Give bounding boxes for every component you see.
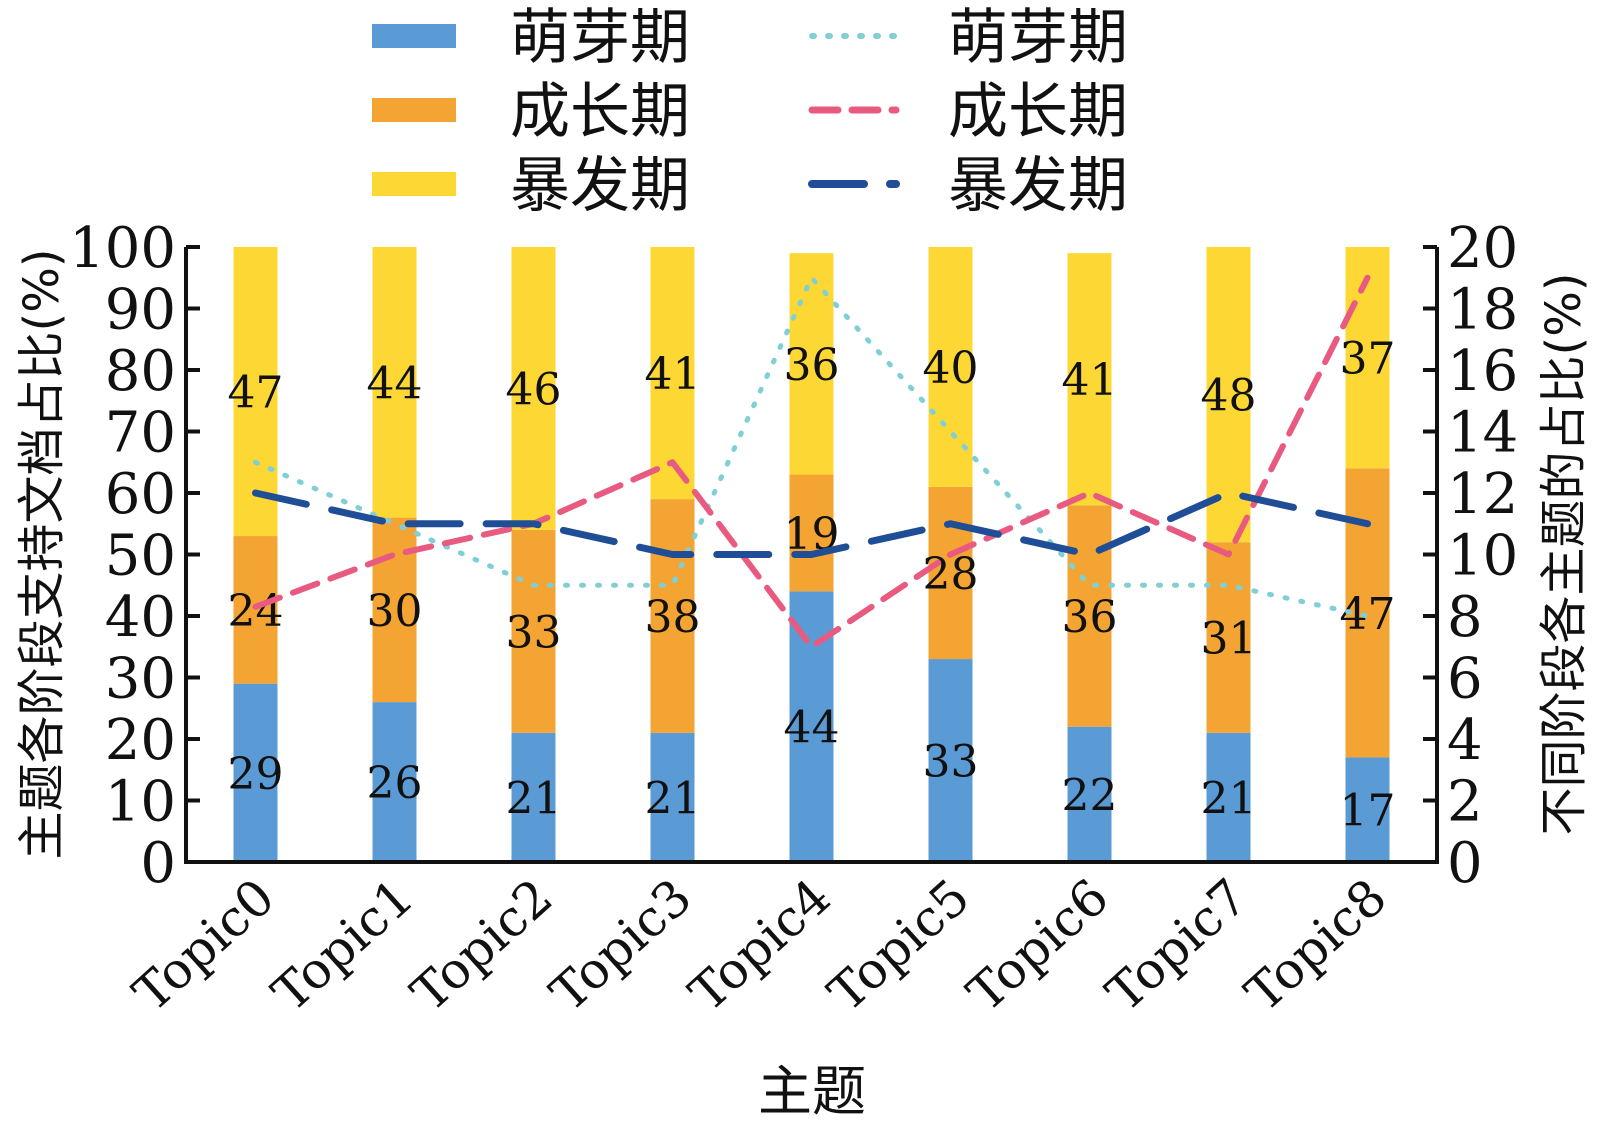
right-axis-title: 不同阶段各主题的占比(%) [1536,272,1592,835]
legend-swatch-bar-0 [372,24,456,48]
bar-label-Topic2-series-0: 21 [506,773,562,824]
bar-Topic0-series-1 [233,536,278,684]
left-tick-label-60: 60 [105,462,176,527]
right-tick-label-6: 6 [1447,647,1483,712]
bar-Topic1-series-2 [372,247,417,518]
bar-label-Topic0-series-2: 47 [228,368,284,419]
bar-Topic7-series-1 [1206,542,1251,733]
bar-Topic1-series-0 [372,702,417,862]
left-tick-label-80: 80 [105,339,176,404]
bar-label-Topic6-series-2: 41 [1062,355,1118,406]
bar-Topic5-series-0 [928,659,973,862]
bar-label-Topic2-series-1: 33 [506,607,562,658]
bar-label-Topic0-series-1: 24 [228,586,284,637]
bar-label-Topic0-series-0: 29 [228,749,284,800]
x-tick-label-Topic5: Topic5 [817,868,980,1023]
bar-label-Topic1-series-1: 30 [367,586,423,637]
left-tick-label-50: 50 [105,524,176,589]
right-tick-label-12: 12 [1447,462,1518,527]
line-series-2 [252,489,1371,558]
bar-label-Topic1-series-0: 26 [367,758,423,809]
bar-Topic4-series-1 [789,474,834,592]
left-tick-label-30: 30 [105,647,176,712]
x-tick-label-Topic6: Topic6 [956,868,1119,1023]
bar-label-Topic1-series-2: 44 [367,358,423,409]
bar-Topic6-series-1 [1067,505,1112,727]
legend-label-line-2: 暴发期 [948,151,1128,221]
bar-label-Topic2-series-2: 46 [506,364,562,415]
legend-swatch-bar-2 [372,172,456,196]
legend-swatch-bar-1 [372,98,456,122]
x-tick-label-Topic4: Topic4 [678,868,841,1023]
bar-Topic8-series-1 [1345,468,1390,758]
legend-label-bar-0: 萌芽期 [510,3,690,73]
bar-label-Topic8-series-2: 37 [1340,334,1396,385]
bar-label-Topic5-series-2: 40 [923,343,979,394]
bar-Topic4-series-2 [789,253,834,475]
bar-label-Topic4-series-0: 44 [784,703,840,754]
bar-Topic8-series-0 [1345,757,1390,862]
legend-label-line-0: 萌芽期 [948,3,1128,73]
x-axis-ticks: Topic0Topic1Topic2Topic3Topic4Topic5Topi… [122,868,1397,1023]
line-series-1 [252,274,1371,650]
bar-label-Topic8-series-1: 47 [1340,589,1396,640]
left-tick-label-10: 10 [105,770,176,835]
bar-Topic6-series-2 [1067,253,1112,506]
bar-label-Topic7-series-1: 31 [1201,614,1257,665]
bar-Topic2-series-1 [511,529,556,733]
right-tick-label-8: 8 [1447,585,1483,650]
bar-label-Topic3-series-0: 21 [645,773,701,824]
bar-label-Topic7-series-0: 21 [1201,773,1257,824]
bar-Topic2-series-2 [511,247,556,530]
bar-label-Topic6-series-0: 22 [1062,770,1118,821]
bar-Topic0-series-2 [233,247,278,537]
right-tick-label-0: 0 [1447,831,1483,896]
left-axis-title: 主题各阶段支持文档占比(%) [14,248,70,859]
bar-label-Topic3-series-1: 38 [645,592,701,643]
bar-label-Topic4-series-2: 36 [784,340,840,391]
bar-Topic2-series-0 [511,732,556,862]
legend-label-line-1: 成长期 [948,77,1128,147]
right-tick-label-18: 18 [1447,278,1518,343]
bar-Topic6-series-0 [1067,726,1112,862]
right-tick-label-2: 2 [1447,770,1483,835]
x-tick-label-Topic3: Topic3 [539,868,702,1023]
left-tick-label-70: 70 [105,401,176,466]
legend-label-bar-1: 成长期 [510,77,690,147]
x-axis-title: 主题 [758,1060,866,1123]
bar-Topic5-series-1 [928,486,973,660]
x-tick-label-Topic7: Topic7 [1095,868,1258,1023]
left-tick-label-40: 40 [105,585,176,650]
bar-area: 2924472630442133462138414419363328402236… [228,247,1396,862]
x-tick-label-Topic8: Topic8 [1234,868,1397,1023]
x-tick-label-Topic2: Topic2 [400,868,563,1023]
bar-Topic0-series-0 [233,683,278,862]
line-area [252,274,1371,650]
bar-label-Topic3-series-2: 41 [645,349,701,400]
bar-label-Topic8-series-0: 17 [1340,786,1396,837]
left-tick-label-90: 90 [105,278,176,343]
right-tick-label-10: 10 [1447,524,1518,589]
left-tick-label-0: 0 [140,831,176,896]
right-tick-label-16: 16 [1447,339,1518,404]
right-tick-label-4: 4 [1447,708,1483,773]
bar-Topic7-series-0 [1206,732,1251,862]
right-tick-label-14: 14 [1447,401,1518,466]
left-tick-label-20: 20 [105,708,176,773]
bar-Topic3-series-2 [650,247,695,500]
bar-Topic3-series-0 [650,732,695,862]
bar-label-Topic5-series-0: 33 [923,737,979,788]
left-tick-label-100: 100 [69,216,176,281]
x-tick-label-Topic1: Topic1 [261,868,424,1023]
bar-label-Topic6-series-1: 36 [1062,592,1118,643]
bar-label-Topic7-series-2: 48 [1201,371,1257,422]
legend-label-bar-2: 暴发期 [510,151,690,221]
bar-Topic3-series-1 [650,499,695,733]
right-tick-label-20: 20 [1447,216,1518,281]
